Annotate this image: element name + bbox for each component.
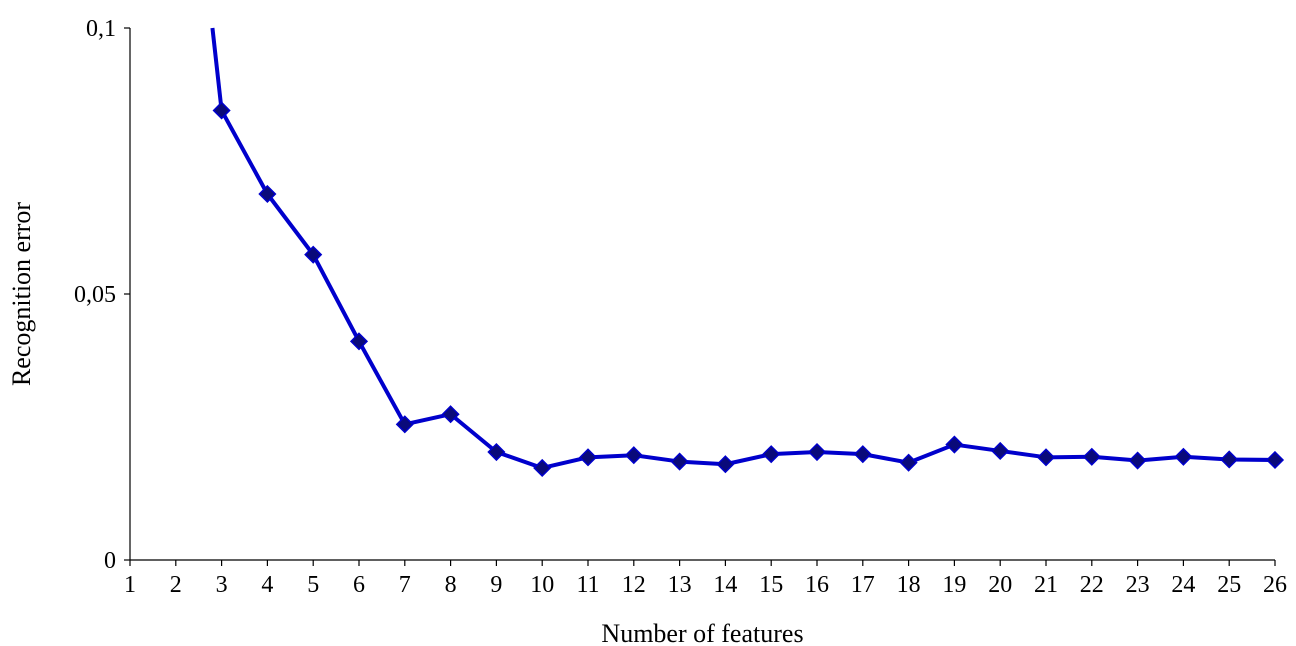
y-tick-label: 0,1 [86, 16, 116, 42]
data-point-marker [487, 442, 506, 462]
x-tick-label: 8 [445, 572, 457, 598]
data-point-marker [578, 448, 598, 467]
x-axis-ticks: 1 2 3 4 5 6 7 8 9 10 11 12 13 14 15 16 17 18 19 20 21 22 23 24 2… [124, 560, 1287, 598]
x-tick-label: 20 [988, 572, 1012, 598]
data-point-marker [258, 184, 277, 204]
x-tick-label: 18 [897, 572, 921, 598]
x-tick-label: 23 [1126, 572, 1150, 598]
x-tick-label: 17 [851, 572, 875, 598]
data-point-marker [670, 452, 689, 471]
data-point-marker [212, 101, 231, 120]
data-point-marker [395, 415, 414, 434]
axes [129, 28, 1275, 561]
data-point-marker [945, 435, 964, 454]
x-tick-label: 15 [759, 572, 783, 598]
y-tick-label: 0,05 [74, 282, 116, 308]
y-axis-ticks: 0 0,05 0,1 [74, 16, 130, 574]
x-tick-label: 10 [530, 572, 554, 598]
x-tick-label: 6 [353, 572, 365, 598]
data-point-marker [853, 445, 872, 464]
data-point-marker [899, 453, 918, 472]
data-point-marker [1036, 448, 1056, 467]
x-tick-label: 13 [668, 572, 692, 598]
x-tick-label: 12 [622, 572, 646, 598]
x-tick-label: 22 [1080, 572, 1104, 598]
data-point-marker [624, 446, 643, 465]
data-point-marker [349, 332, 369, 351]
y-axis-title: Recognition error [7, 202, 36, 386]
x-tick-label: 19 [942, 572, 966, 598]
data-point-marker [807, 442, 827, 462]
data-point-marker [762, 445, 781, 464]
x-tick-label: 5 [307, 572, 319, 598]
x-tick-label: 16 [805, 572, 829, 598]
data-point-marker [1174, 447, 1193, 466]
x-tick-label: 21 [1034, 572, 1058, 598]
data-point-marker [1265, 450, 1285, 470]
series-line [210, 27, 1276, 470]
data-point-marker [304, 245, 323, 264]
x-tick-label: 1 [124, 572, 136, 598]
x-tick-label: 11 [576, 572, 599, 598]
x-tick-label: 24 [1171, 572, 1195, 598]
x-tick-label: 7 [399, 572, 411, 598]
x-tick-label: 9 [490, 572, 502, 598]
data-point-marker [533, 458, 552, 478]
data-point-marker [991, 441, 1010, 461]
x-tick-label: 14 [713, 572, 737, 598]
data-point-marker [441, 405, 460, 424]
x-tick-label: 3 [216, 572, 228, 598]
data-point-marker [1128, 451, 1147, 470]
x-tick-label: 2 [170, 572, 182, 598]
data-point-marker [1082, 447, 1101, 466]
x-tick-label: 25 [1217, 572, 1241, 598]
data-point-marker [716, 455, 735, 474]
x-axis-title: Number of features [601, 619, 803, 646]
data-point-marker [1220, 450, 1239, 469]
x-tick-label: 26 [1263, 572, 1287, 598]
y-tick-label: 0 [104, 548, 116, 574]
series-layer [210, 27, 1285, 478]
x-tick-label: 4 [261, 572, 273, 598]
